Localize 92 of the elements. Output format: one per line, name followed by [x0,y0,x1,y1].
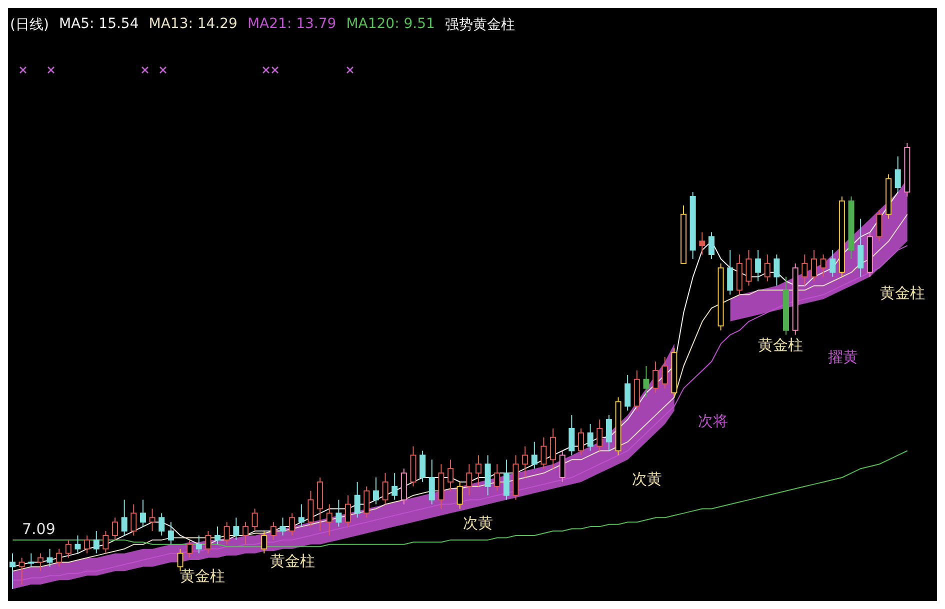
candlestick [186,539,193,558]
candlestick [326,504,332,536]
candlestick [568,414,575,456]
annotation: 擢黄 [828,348,858,367]
candlestick [298,504,304,528]
candlestick [336,499,342,528]
candlestick [475,454,482,487]
annotation: 次黄 [463,514,493,533]
candlestick [308,490,314,528]
annotation: 7.09 [22,520,56,538]
candlestick [345,494,352,528]
candlestick [37,552,44,572]
candlestick [727,250,734,296]
candlestick [149,508,156,532]
candlestick [233,517,240,540]
candlestick [205,530,212,554]
annotation: 黄金柱 [758,336,803,355]
candlestick [746,250,752,286]
text: MA21: 13.79 [247,16,336,34]
candlestick [354,481,360,518]
candlestick [130,504,137,536]
candlestick [224,522,230,545]
candlestick [140,499,146,528]
candlestick [289,512,296,536]
candlestick [466,464,472,496]
candlestick [876,209,882,242]
candlestick [830,250,836,278]
candlestick [596,419,603,452]
candlestick [420,450,426,482]
candlestick [820,254,826,278]
candlestick [448,459,454,492]
chart-subtitle: 强势黄金柱 [444,16,515,34]
candlestick [252,508,258,532]
candlestick [280,517,286,536]
candlestick [559,450,566,482]
candlestick [858,218,864,278]
candlestick [606,414,612,452]
candlestick [242,522,248,545]
candlestick [699,232,706,255]
candlestick [774,254,780,286]
candlestick [764,254,770,282]
candlestick [531,441,538,470]
candlestick [810,250,817,282]
candlestick [93,530,100,554]
candlestick [428,459,435,505]
annotation: 黄金柱 [880,284,925,303]
candlestick [10,552,16,589]
candlestick [494,464,500,492]
text: MA5: 15.54 [58,16,139,34]
candlestick [18,557,25,586]
annotation: 黄金柱 [270,552,315,571]
candlestick [662,356,668,389]
candlestick [372,477,379,505]
candlestick [121,499,128,536]
candlestick [102,530,109,554]
candlestick [587,423,594,452]
candlestick [28,552,34,568]
annotation: 次黄 [632,470,662,489]
candlestick [652,361,659,394]
candlestick [755,250,762,282]
candlestick [112,517,118,540]
candlestick [196,534,202,554]
candlestick [84,534,90,554]
candlestick [578,428,584,456]
candlestick [522,446,528,478]
candlestick [540,436,547,470]
candlestick [158,512,165,536]
chart-title: (日线) [10,16,49,34]
candlestick [382,472,388,505]
candlestick [802,254,808,286]
candlestick [364,486,370,518]
candlestick [550,428,556,470]
candlestick [65,539,72,558]
text: MA13: 14.29 [148,16,238,34]
candlestick [484,454,491,496]
candlestick [74,534,81,554]
candlestick [261,530,268,554]
candlestick [624,374,631,412]
annotation: 黄金柱 [180,567,225,586]
candlestick [46,548,53,568]
annotation: 次将 [698,412,728,431]
candlestick [392,472,398,500]
candlestick [503,459,510,500]
candlestick [168,522,174,545]
candlestick [643,366,650,398]
text: MA120: 9.51 [346,16,435,34]
candlestick [56,548,62,568]
candlestick [214,526,221,545]
candlestick [270,522,276,540]
candlestick [456,481,463,510]
candlestick [708,232,714,260]
candlestick [894,156,901,193]
